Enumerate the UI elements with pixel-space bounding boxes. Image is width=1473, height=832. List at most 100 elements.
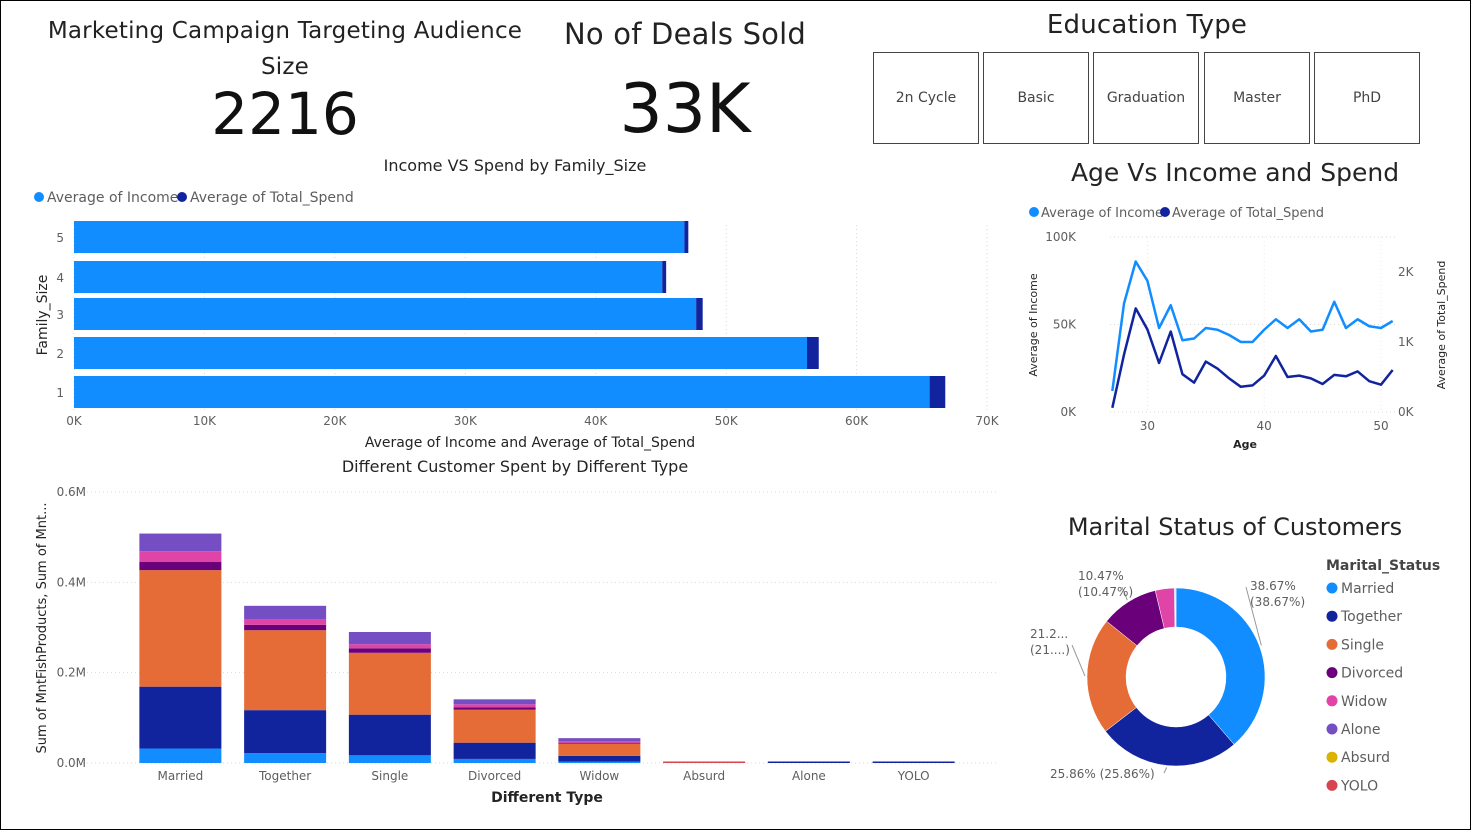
family-size-chart: Income VS Spend by Family_Size Average of… xyxy=(34,156,1000,451)
legend-spend-label: Average of Total_Spend xyxy=(190,190,354,206)
stacked-bar-segment xyxy=(244,753,327,763)
education-option-master[interactable]: Master xyxy=(1204,52,1310,144)
stacked-bar-segment xyxy=(453,742,536,759)
stacked-bar-segment xyxy=(244,710,327,754)
stacked-bar-segment xyxy=(348,714,431,756)
legend-label: Divorced xyxy=(1341,666,1403,682)
stacked-bar-segment xyxy=(663,761,746,763)
x-tick-label: Together xyxy=(258,769,311,783)
stacked-bar-segment xyxy=(558,743,641,756)
y2-tick-label: 1K xyxy=(1398,335,1415,349)
data-label-leader xyxy=(1071,644,1086,677)
stacked-bar-segment xyxy=(244,619,327,625)
income-bar xyxy=(74,298,697,330)
stacked-bar-segment xyxy=(244,630,327,711)
x-tick-label: Alone xyxy=(792,769,826,783)
stacked-bar-segment xyxy=(558,738,641,742)
stacked-bar-segment xyxy=(453,707,536,710)
legend-marker xyxy=(1326,582,1338,594)
data-label: 38.67% xyxy=(1250,579,1296,593)
stacked-bar-segment xyxy=(139,748,222,763)
audience-kpi-title: Marketing Campaign Targeting Audience Si… xyxy=(47,18,523,80)
legend-label: YOLO xyxy=(1340,778,1378,794)
legend-income-marker xyxy=(34,192,44,202)
y-tick-label: 4 xyxy=(56,271,64,285)
stacked-bar-segment xyxy=(348,652,431,715)
stacked-bar-segment xyxy=(348,755,431,763)
stacked-bar-segment xyxy=(872,761,955,763)
marital-status-chart: Marital Status of Customers 38.67% (38.67%… xyxy=(1030,513,1440,794)
education-slicer-title: Education Type xyxy=(1046,10,1248,40)
stacked-bar-segment xyxy=(558,742,641,744)
spend-bar xyxy=(684,221,689,253)
x-tick-label: Divorced xyxy=(468,769,521,783)
income-line xyxy=(1111,260,1394,392)
income-bar xyxy=(74,221,685,253)
stacked-bar-segment xyxy=(348,648,431,653)
stacked-bar-segment xyxy=(139,533,222,552)
y-tick-label: 0.2M xyxy=(57,666,86,680)
legend-marker xyxy=(1326,779,1338,791)
legend-marker xyxy=(1326,751,1338,763)
x-tick-label: 10K xyxy=(193,414,217,428)
legend-label: Alone xyxy=(1341,722,1381,738)
education-option-2n-cycle[interactable]: 2n Cycle xyxy=(873,52,979,144)
data-label-leader xyxy=(1121,586,1128,601)
stacked-bar-segment xyxy=(244,624,327,631)
y2-tick-label: 2K xyxy=(1398,265,1415,279)
x-tick-label: 60K xyxy=(845,414,869,428)
y-tick-label: 3 xyxy=(56,308,64,322)
y-tick-label: 0K xyxy=(1060,405,1077,419)
legend-marker xyxy=(1326,695,1338,707)
type-y-axis-title: Sum of MntFishProducts, Sum of Mnt... xyxy=(35,503,50,754)
education-option-phd[interactable]: PhD xyxy=(1314,52,1420,144)
stacked-bar-segment xyxy=(348,644,431,649)
x-tick-label: 30K xyxy=(454,414,478,428)
marital-chart-title: Marital Status of Customers xyxy=(1068,513,1402,541)
age-y-axis-title: Average of Income xyxy=(1027,273,1040,376)
stacked-bar-segment xyxy=(767,761,850,763)
legend-label: Widow xyxy=(1341,694,1387,710)
type-x-axis-title: Different Type xyxy=(491,790,603,806)
stacked-bar-segment xyxy=(558,741,641,743)
legend-spend-label: Average of Total_Spend xyxy=(1172,206,1324,221)
data-label: 25.86% (25.86%) xyxy=(1050,767,1155,781)
stacked-bar-segment xyxy=(558,761,641,763)
x-tick-label: Married xyxy=(158,769,204,783)
legend-marker xyxy=(1326,667,1338,679)
data-label: (10.47%) xyxy=(1078,585,1133,599)
family-y-axis-title: Family_Size xyxy=(35,275,51,356)
y-tick-label: 0.6M xyxy=(57,485,86,499)
x-tick-label: 70K xyxy=(975,414,999,428)
data-label: 21.2... xyxy=(1030,627,1068,641)
legend-label: Married xyxy=(1341,581,1394,597)
age-x-axis-title: Age xyxy=(1233,438,1257,451)
stacked-bar-segment xyxy=(139,570,222,687)
stacked-bar-segment xyxy=(558,755,641,762)
family-chart-title: Income VS Spend by Family_Size xyxy=(384,156,647,176)
age-chart-title: Age Vs Income and Spend xyxy=(1071,158,1399,187)
stacked-bar-segment xyxy=(139,686,222,749)
y-tick-label: 0.0M xyxy=(57,756,86,770)
stacked-bar-segment xyxy=(453,709,536,743)
y-tick-label: 0.4M xyxy=(57,575,86,589)
spend-bar xyxy=(929,376,946,408)
legend-income-label: Average of Income xyxy=(47,190,178,206)
education-option-basic[interactable]: Basic xyxy=(983,52,1089,144)
legend-label: Together xyxy=(1340,609,1402,625)
deals-kpi-value: 33K xyxy=(619,70,751,149)
age-chart: Age Vs Income and Spend Average of Income… xyxy=(1027,158,1448,451)
y-tick-label: 2 xyxy=(56,347,64,361)
stacked-bar-segment xyxy=(453,758,536,763)
x-tick-label: YOLO xyxy=(897,769,930,783)
y-tick-label: 50K xyxy=(1053,318,1077,332)
x-tick-label: 30 xyxy=(1140,419,1155,433)
y2-tick-label: 0K xyxy=(1398,405,1415,419)
legend-income-label: Average of Income xyxy=(1041,206,1163,221)
x-tick-label: 40K xyxy=(584,414,608,428)
education-option-graduation[interactable]: Graduation xyxy=(1093,52,1199,144)
data-label: (21....) xyxy=(1030,643,1070,657)
data-label-leader xyxy=(1245,586,1262,646)
x-tick-label: 40 xyxy=(1257,419,1272,433)
legend-marker xyxy=(1326,610,1338,622)
